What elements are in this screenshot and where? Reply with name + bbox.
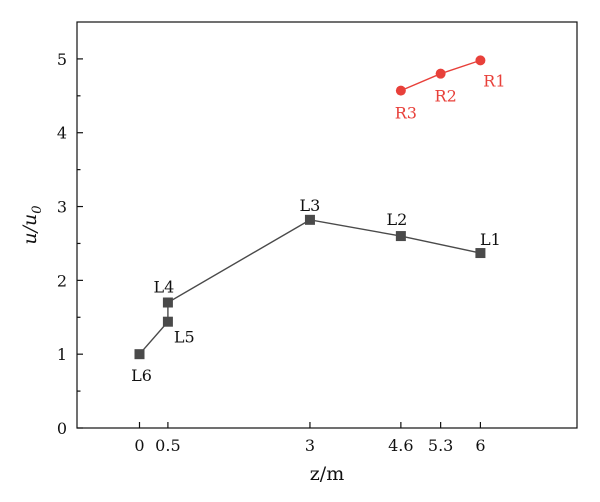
data-point — [475, 248, 486, 259]
y-tick-label: 5 — [57, 50, 67, 69]
svg-text:u/u0: u/u0 — [19, 205, 45, 244]
point-label: R1 — [483, 71, 505, 90]
y-axis-title: u/u0 — [19, 205, 45, 244]
y-tick-label: 3 — [57, 198, 67, 217]
plot-frame — [76, 21, 578, 429]
series-line — [138, 219, 481, 355]
x-tick-label: 6 — [475, 436, 485, 455]
y-tick-label: 1 — [57, 345, 67, 364]
data-point — [304, 214, 315, 225]
data-point — [162, 297, 173, 308]
y-axis-title-sub: 0 — [30, 205, 45, 213]
point-label: R2 — [435, 87, 457, 106]
point-label: L3 — [300, 196, 321, 215]
series-layer: L6 L5 L4 L3 L2 L1 R3 R2 R1 — [131, 55, 506, 385]
y-tick-label: 4 — [57, 124, 67, 143]
x-axis-title: z/m — [310, 463, 344, 485]
point-label: L1 — [480, 230, 501, 249]
y-tick-label: 2 — [57, 271, 67, 290]
x-tick-label: 3 — [305, 436, 315, 455]
data-point — [134, 349, 145, 360]
x-tick-label: 4.6 — [388, 436, 413, 455]
data-point — [435, 68, 446, 79]
series-0: L6 L5 L4 L3 L2 L1 — [131, 196, 501, 385]
data-point — [395, 231, 406, 242]
axis-ticks: 0 0.5 3 4.6 5.3 6 0 1 2 3 4 5 — [57, 50, 486, 455]
data-point — [475, 55, 486, 66]
x-tick-label: 0.5 — [155, 436, 180, 455]
data-point — [162, 316, 173, 327]
point-label: R3 — [395, 104, 417, 123]
point-label: L6 — [131, 366, 152, 385]
data-point — [395, 85, 406, 96]
y-axis-title-main: u/u — [19, 214, 41, 245]
series-1: R3 R2 R1 — [395, 55, 506, 123]
point-label: L2 — [386, 210, 407, 229]
x-tick-label: 5.3 — [428, 436, 453, 455]
x-tick-label: 0 — [134, 436, 144, 455]
point-label: L4 — [154, 278, 175, 297]
point-label: L5 — [174, 328, 195, 347]
y-tick-label: 0 — [57, 419, 67, 438]
